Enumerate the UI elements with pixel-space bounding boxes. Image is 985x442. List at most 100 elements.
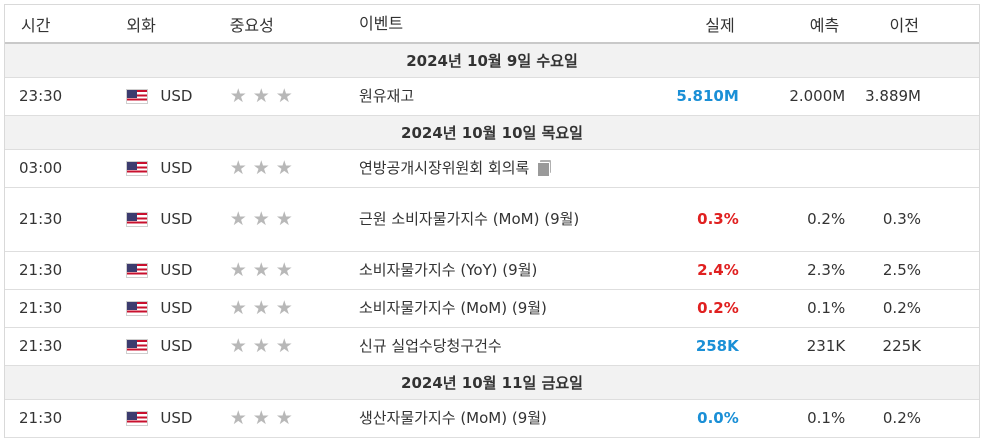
day-label: 2024년 10월 10일 목요일 [5, 115, 979, 150]
event-forecast: 0.2% [740, 187, 848, 252]
event-name-link[interactable]: 근원 소비자물가지수 (MoM) (9월) [358, 209, 580, 228]
event-name-link[interactable]: 소비자물가지수 (MoM) (9월) [358, 298, 547, 317]
us-flag-icon [126, 300, 149, 316]
importance-stars: ★ ★ ★ [214, 296, 355, 319]
importance-stars: ★ ★ ★ [214, 156, 355, 179]
star-icon: ★ [275, 296, 293, 319]
event-actual: 0.0% [629, 399, 741, 438]
currency-code: USD [160, 159, 193, 177]
us-flag-icon [126, 160, 149, 176]
event-name-link[interactable]: 소비자물가지수 (YoY) (9월) [358, 260, 538, 279]
event-row[interactable]: 21:30 USD ★ ★ ★ 생산자물가지수 (MoM) (9월) 0.0% 0.1% 0.2… [5, 399, 979, 438]
event-forecast: 231K [740, 327, 848, 366]
event-previous: 0.3% [847, 187, 979, 252]
currency-code: USD [160, 87, 193, 105]
star-icon: ★ [229, 296, 247, 319]
event-time: 21:30 [5, 399, 111, 438]
star-icon: ★ [275, 156, 293, 179]
event-actual: 5.810M [629, 77, 741, 116]
event-name-link[interactable]: 원유재고 [358, 86, 415, 105]
calendar-body: 2024년 10월 9일 수요일 23:30 USD ★ ★ ★ 원유재고 5.810M 2.0… [5, 43, 979, 438]
importance-stars: ★ ★ ★ [214, 334, 355, 357]
event-currency: USD [110, 87, 213, 105]
event-previous: 2.5% [847, 251, 979, 290]
event-actual: 0.2% [629, 289, 741, 328]
header-previous[interactable]: 이전 [847, 5, 979, 44]
event-currency: USD [110, 337, 213, 355]
us-flag-icon [126, 338, 149, 354]
event-row[interactable]: 21:30 USD ★ ★ ★ 소비자물가지수 (YoY) (9월) 2.4% 2.3% 2.5… [5, 251, 979, 290]
star-icon: ★ [229, 258, 247, 281]
star-icon: ★ [229, 334, 247, 357]
header-time[interactable]: 시간 [5, 5, 111, 44]
star-icon: ★ [275, 84, 293, 107]
star-icon: ★ [275, 258, 293, 281]
event-time: 23:30 [5, 77, 111, 116]
currency-code: USD [160, 210, 193, 228]
event-time: 21:30 [5, 187, 111, 252]
us-flag-icon [126, 410, 149, 426]
event-previous: 225K [847, 327, 979, 366]
star-icon: ★ [252, 406, 270, 429]
currency-code: USD [160, 409, 193, 427]
event-currency: USD [110, 409, 213, 427]
event-previous: 3.889M [847, 77, 979, 116]
document-icon[interactable] [537, 159, 552, 177]
event-forecast: 2.000M [740, 77, 848, 116]
event-row[interactable]: 03:00 USD ★ ★ ★ 연방공개시장위원회 회의록 [5, 149, 979, 188]
header-actual[interactable]: 실제 [629, 5, 741, 44]
day-header-row: 2024년 10월 11일 금요일 [5, 365, 979, 400]
currency-code: USD [160, 299, 193, 317]
currency-code: USD [160, 261, 193, 279]
header-forecast[interactable]: 예측 [740, 5, 848, 44]
event-previous: 0.2% [847, 399, 979, 438]
event-name-link[interactable]: 신규 실업수당청구건수 [358, 336, 502, 355]
event-actual: 2.4% [629, 251, 741, 290]
star-icon: ★ [275, 334, 293, 357]
star-icon: ★ [229, 84, 247, 107]
star-icon: ★ [252, 156, 270, 179]
importance-stars: ★ ★ ★ [214, 207, 355, 230]
header-event[interactable]: 이벤트 [354, 5, 630, 44]
event-currency: USD [110, 210, 213, 228]
calendar-table: 시간 외화 중요성 이벤트 실제 예측 이전 2024년 10월 9일 수요일 2… [5, 5, 979, 438]
star-icon: ★ [252, 207, 270, 230]
star-icon: ★ [252, 296, 270, 319]
event-time: 21:30 [5, 251, 111, 290]
economic-calendar: 시간 외화 중요성 이벤트 실제 예측 이전 2024년 10월 9일 수요일 2… [4, 4, 980, 438]
day-label: 2024년 10월 9일 수요일 [5, 43, 979, 78]
day-label: 2024년 10월 11일 금요일 [5, 365, 979, 400]
importance-stars: ★ ★ ★ [214, 406, 355, 429]
event-time: 21:30 [5, 327, 111, 366]
event-row[interactable]: 23:30 USD ★ ★ ★ 원유재고 5.810M 2.000M 3.889M [5, 77, 979, 116]
star-icon: ★ [252, 258, 270, 281]
event-actual: 258K [629, 327, 741, 366]
event-currency: USD [110, 159, 213, 177]
event-currency: USD [110, 261, 213, 279]
importance-stars: ★ ★ ★ [214, 84, 355, 107]
event-time: 03:00 [5, 149, 111, 188]
star-icon: ★ [252, 84, 270, 107]
star-icon: ★ [229, 156, 247, 179]
currency-code: USD [160, 337, 193, 355]
star-icon: ★ [229, 207, 247, 230]
event-previous: 0.2% [847, 289, 979, 328]
event-forecast: 0.1% [740, 399, 848, 438]
star-icon: ★ [275, 406, 293, 429]
us-flag-icon [126, 211, 149, 227]
us-flag-icon [126, 88, 149, 104]
event-time: 21:30 [5, 289, 111, 328]
event-name-link[interactable]: 생산자물가지수 (MoM) (9월) [358, 408, 547, 427]
event-previous [847, 149, 979, 188]
event-forecast: 0.1% [740, 289, 848, 328]
importance-stars: ★ ★ ★ [214, 258, 355, 281]
event-row[interactable]: 21:30 USD ★ ★ ★ 근원 소비자물가지수 (MoM) (9월) 0.3% 0.2%… [5, 187, 979, 252]
event-name-link[interactable]: 연방공개시장위원회 회의록 [358, 158, 530, 177]
header-currency[interactable]: 외화 [110, 5, 214, 44]
star-icon: ★ [275, 207, 293, 230]
event-row[interactable]: 21:30 USD ★ ★ ★ 신규 실업수당청구건수 258K 231K 225K [5, 327, 979, 366]
header-importance[interactable]: 중요성 [213, 5, 355, 44]
event-currency: USD [110, 299, 213, 317]
header-row: 시간 외화 중요성 이벤트 실제 예측 이전 [5, 5, 979, 44]
event-row[interactable]: 21:30 USD ★ ★ ★ 소비자물가지수 (MoM) (9월) 0.2% 0.1% 0.2… [5, 289, 979, 328]
